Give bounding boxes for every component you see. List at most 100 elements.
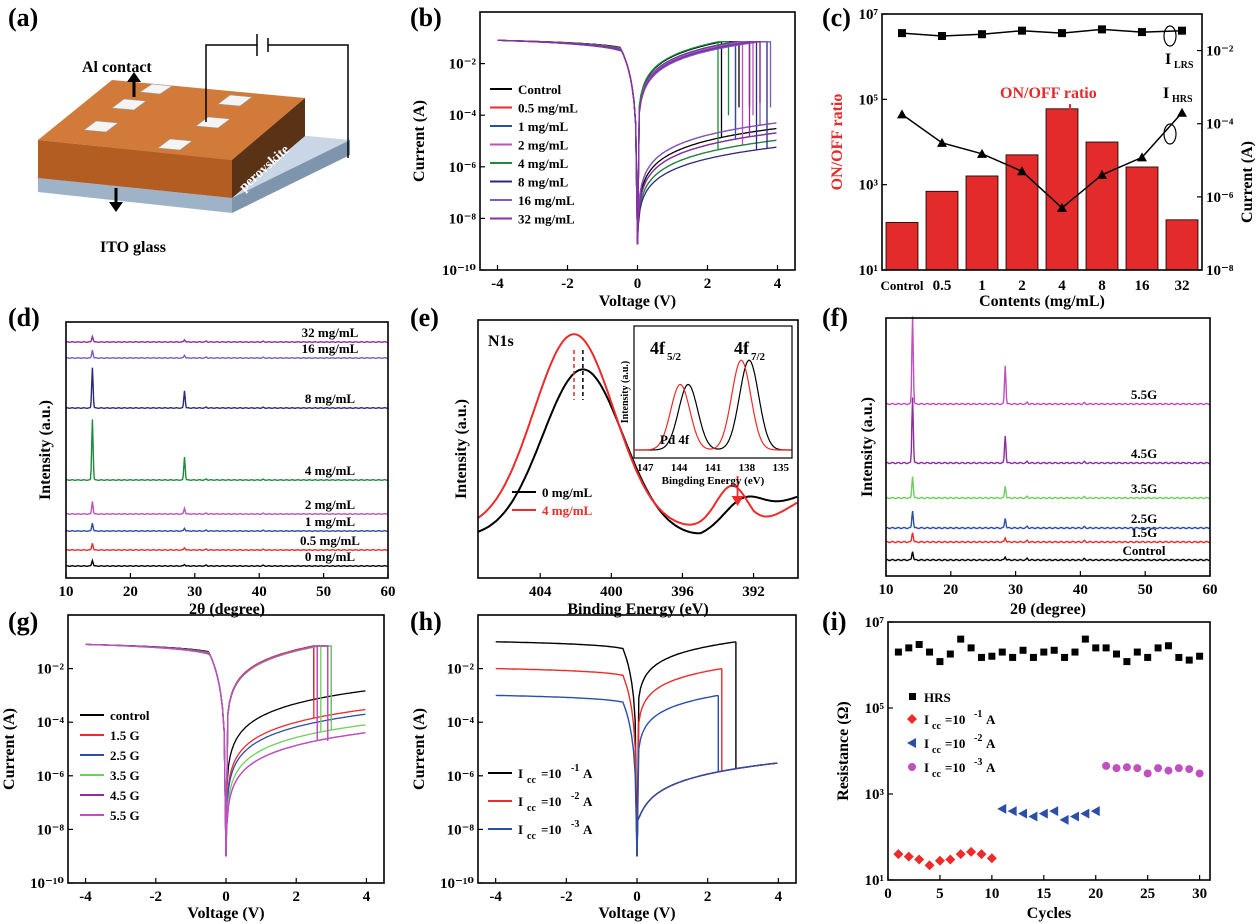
scatter-point xyxy=(1102,644,1110,652)
inset-peak1-sub: 5/2 xyxy=(667,351,682,363)
xrd-line-6 xyxy=(65,350,388,360)
inset-x-tick: 144 xyxy=(671,462,688,474)
lrs-return-3 xyxy=(636,41,743,245)
legend-entry-unit: A xyxy=(583,794,593,809)
x-tick-label: 0 xyxy=(634,276,642,292)
legend-entry-eq: =10 xyxy=(945,760,965,775)
inset-peak2: 4f xyxy=(734,338,750,358)
series-label: 4.5G xyxy=(1131,446,1157,461)
ito-label: ITO glass xyxy=(100,239,166,256)
x-tick-label: 10 xyxy=(59,584,74,600)
x-tick-label: 1 xyxy=(978,278,986,294)
x-axis-label: Voltage (V) xyxy=(598,905,675,922)
plot-frame xyxy=(477,319,799,579)
inset-y-label: Intensity (a.u.) xyxy=(620,361,631,424)
scatter-point xyxy=(1029,653,1037,661)
al-contact-label: Al contact xyxy=(82,59,152,76)
scatter-point xyxy=(988,652,996,660)
scatter-point xyxy=(1122,763,1131,772)
x-tick-label: 5 xyxy=(936,886,944,902)
plot-frame xyxy=(885,317,1211,577)
hrs-line xyxy=(901,112,1183,209)
series-label: 0.5 mg/mL xyxy=(300,533,360,548)
scatter-point xyxy=(1154,644,1162,652)
bar xyxy=(925,190,959,271)
scatter-point xyxy=(966,846,977,857)
scatter-point xyxy=(946,650,954,658)
legend-entry: 1 mg/mL xyxy=(518,119,569,134)
bar xyxy=(1165,219,1199,271)
x-tick-label: 0.5 xyxy=(933,278,952,294)
legend-entry: control xyxy=(110,708,150,723)
xps-line-0mg xyxy=(477,368,798,535)
legend-entry-eq: =10 xyxy=(541,822,561,837)
legend-entry-sup: -2 xyxy=(571,791,579,802)
scatter-point xyxy=(1133,764,1142,773)
panel-b: (b) 10⁻¹⁰ 10⁻⁸ 10⁻⁶ 10⁻⁴ 10⁻² -4 -2 0 2 4 Voltage (… xyxy=(410,3,796,310)
legend-entry-sup: -3 xyxy=(571,819,579,830)
legend-entry-main: I xyxy=(924,736,929,751)
x-tick-label: 60 xyxy=(381,584,396,600)
xrd-line-0 xyxy=(65,558,388,568)
lrs-marker xyxy=(1178,26,1186,35)
x-tick-label: 2 xyxy=(704,276,712,292)
x-axis-label: Cycles xyxy=(1027,905,1071,922)
y-tick-label: 10⁷ xyxy=(859,7,879,23)
lrs-return-2 xyxy=(636,41,736,245)
set-jump-0 xyxy=(720,41,740,138)
series-label: 0 mg/mL xyxy=(305,549,356,564)
legend-entry: 3.5 G xyxy=(110,768,140,783)
scatter-point xyxy=(1059,814,1069,825)
y-tick-label: 10⁻² xyxy=(37,662,65,678)
y-tick-label: 10⁻⁸ xyxy=(37,822,65,838)
scatter-point xyxy=(1090,806,1100,817)
x-tick-label: 0 xyxy=(222,889,230,905)
series-label: Control xyxy=(1122,543,1165,558)
bar xyxy=(1045,108,1079,271)
lrs-marker xyxy=(1058,29,1066,38)
legend-entry-sub: cc xyxy=(527,803,536,814)
scatter-point xyxy=(903,851,914,862)
inset-line-red xyxy=(634,359,792,451)
legend-entry-sub: cc xyxy=(527,831,536,842)
x-tick-label: 15 xyxy=(1036,886,1051,902)
scatter-point xyxy=(1154,764,1163,773)
bar xyxy=(965,175,999,271)
lrs-line xyxy=(901,28,1183,37)
hrs-marker xyxy=(897,109,907,119)
y-tick-label: 10⁻⁶ xyxy=(447,769,475,785)
y-axis-label: Current (A) xyxy=(1,708,18,790)
x-tick-label: 2 xyxy=(704,889,712,905)
y-tick-label: 10⁷ xyxy=(865,615,885,631)
on-off-annotation: ON/OFF ratio xyxy=(1000,85,1097,102)
scatter-point xyxy=(1080,808,1090,819)
x-tick-label: 32 xyxy=(1175,278,1190,294)
x-tick-label: 50 xyxy=(1138,582,1153,598)
panel-a-schematic: (a) perovskite Al contact xyxy=(8,3,350,256)
legend-entry-sub: cc xyxy=(932,721,941,732)
x-tick-label: 392 xyxy=(742,584,765,600)
substrate-side xyxy=(232,140,350,213)
lrs-return-6 xyxy=(636,41,761,245)
x-tick-label: -2 xyxy=(561,276,574,292)
chart-title: N1s xyxy=(488,333,514,350)
legend-entry-eq: =10 xyxy=(541,766,561,781)
x-tick-label: 20 xyxy=(123,584,138,600)
lrs-return-0 xyxy=(225,645,314,857)
legend-marker xyxy=(908,763,916,771)
x-tick-label: 4 xyxy=(774,276,782,292)
scatter-point xyxy=(1038,808,1048,819)
scatter-point xyxy=(1113,650,1121,658)
legend-entry-sup: -3 xyxy=(974,757,982,768)
panel-d-label: (d) xyxy=(8,303,40,332)
x-axis-label: Voltage (V) xyxy=(187,905,264,922)
scatter-point xyxy=(955,849,966,860)
inset-text: Pd 4f xyxy=(660,432,690,447)
bar xyxy=(1125,166,1159,271)
scatter-point xyxy=(914,854,925,865)
inset-x-tick: 147 xyxy=(637,462,654,474)
substrate-front xyxy=(38,178,232,213)
legend-entry-unit: A xyxy=(986,760,996,775)
panel-c-label: (c) xyxy=(822,3,851,32)
scatter-point xyxy=(1071,648,1079,656)
